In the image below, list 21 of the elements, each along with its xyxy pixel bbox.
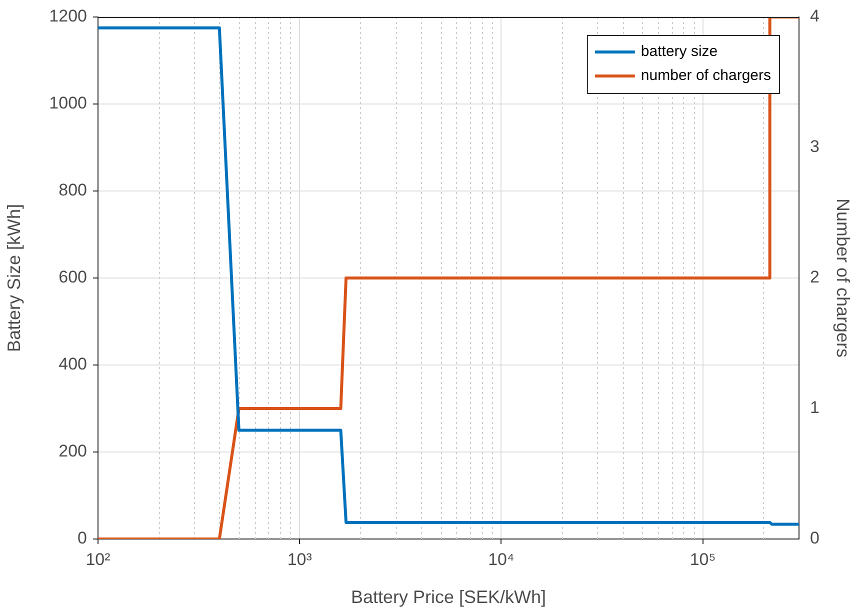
- y-tick-label: 600: [58, 268, 87, 287]
- x-tick-label: 10⁴: [488, 550, 514, 569]
- x-tick-label: 10³: [287, 550, 312, 569]
- x-tick-label: 10²: [86, 550, 111, 569]
- y2-tick-label: 4: [810, 6, 820, 26]
- y-tick-label: 1200: [49, 6, 87, 26]
- y-tick-label: 1000: [49, 94, 87, 113]
- x-axis-title: Battery Price [SEK/kWh]: [350, 587, 546, 608]
- y-tick-label: 200: [58, 442, 87, 461]
- y2-tick-label: 2: [810, 268, 820, 287]
- y-tick-label: 800: [58, 180, 87, 200]
- legend-label: battery size: [640, 43, 718, 60]
- y2-tick-label: 0: [810, 528, 820, 548]
- y2-tick-label: 1: [810, 398, 820, 418]
- y-tick-label: 400: [58, 354, 87, 374]
- x-tick-label: 10⁵: [690, 550, 716, 569]
- y2-tick-label: 3: [810, 137, 820, 156]
- legend-label: number of chargers: [640, 67, 772, 84]
- y-axis-title: Battery Size [kWh]: [4, 204, 24, 352]
- y2-axis-title: Number of chargers: [833, 198, 854, 358]
- y-tick-label: 0: [78, 528, 87, 548]
